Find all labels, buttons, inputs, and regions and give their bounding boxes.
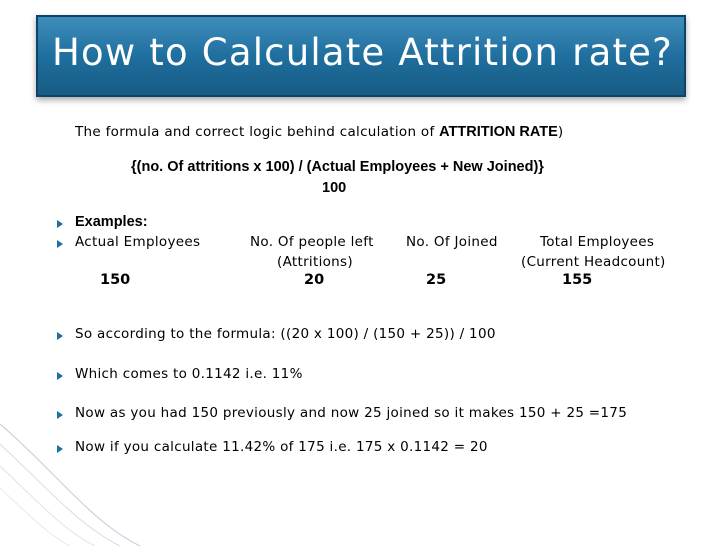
triangle-bullet-icon [57,445,63,453]
col1-value: 150 [100,272,131,288]
col4-subheader: (Current Headcount) [521,254,666,270]
title-banner: How to Calculate Attrition rate? [36,15,686,97]
col4-header: Total Employees [540,234,655,250]
intro-bold-term: ATTRITION RATE [439,124,558,140]
col3-value: 25 [426,272,447,288]
bullet-item: So according to the formula: ((20 x 100)… [75,326,496,342]
triangle-bullet-icon [57,411,63,419]
intro-line: The formula and correct logic behind cal… [75,124,563,140]
triangle-bullet-icon [57,240,63,248]
bullet-item: Now if you calculate 11.42% of 175 i.e. … [75,439,488,455]
formula-line: {(no. Of attritions x 100) / (Actual Emp… [131,159,544,175]
triangle-bullet-icon [57,220,63,228]
col3-header: No. Of Joined [406,234,498,250]
slide-title: How to Calculate Attrition rate? [52,31,673,74]
col2-subheader: (Attritions) [277,254,353,270]
triangle-bullet-icon [57,332,63,340]
col2-value: 20 [304,272,325,288]
triangle-bullet-icon [57,372,63,380]
intro-suffix: ) [557,124,564,140]
bullet-item: Now as you had 150 previously and now 25… [75,405,628,421]
bullet-item: Which comes to 0.1142 i.e. 11% [75,366,303,382]
formula-divisor: 100 [322,180,347,196]
intro-prefix: The formula and correct logic behind cal… [75,124,440,140]
examples-label: Examples: [75,214,148,230]
col4-value: 155 [562,272,593,288]
col1-header: Actual Employees [75,234,201,250]
decorative-curve [0,423,141,546]
col2-header: No. Of people left [250,234,374,250]
